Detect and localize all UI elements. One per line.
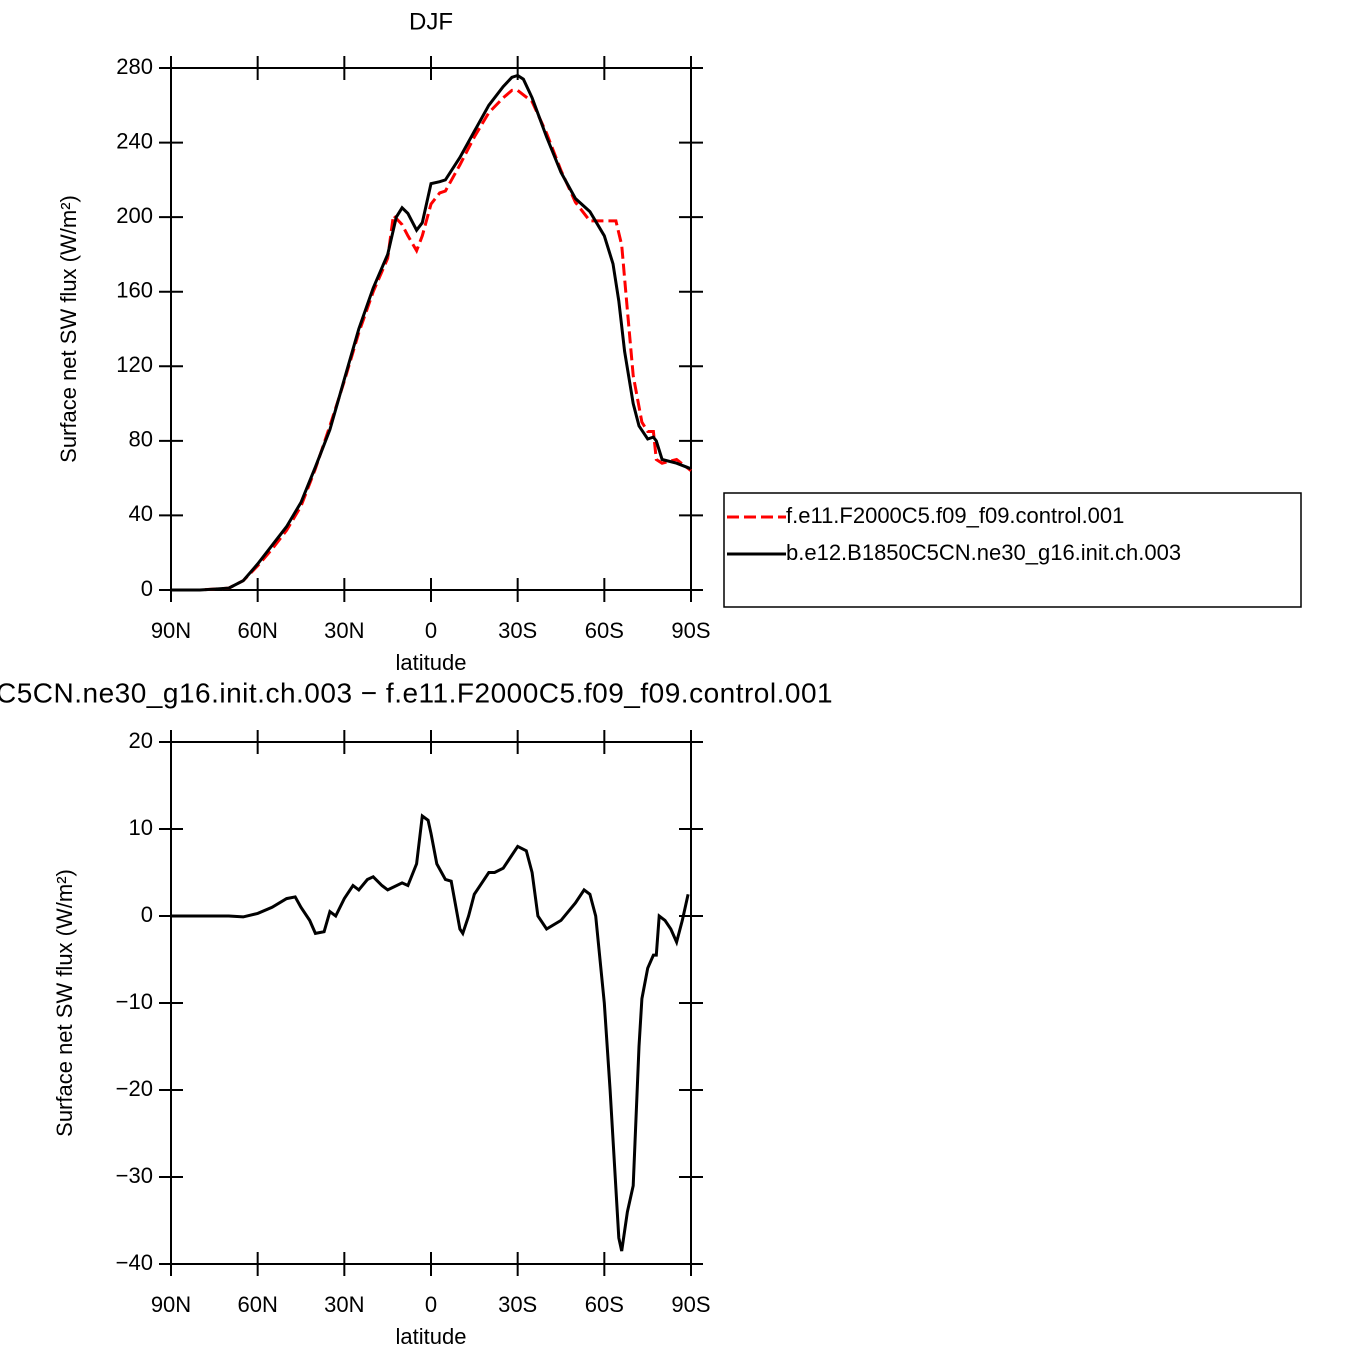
x-tick-label: 60N: [237, 618, 277, 643]
x-axis-label: latitude: [396, 650, 467, 675]
x-tick-label: 60S: [585, 618, 624, 643]
y-tick-label: 280: [116, 54, 153, 79]
y-tick-label: 200: [116, 203, 153, 228]
y-tick-label: 240: [116, 128, 153, 153]
y-tick-label: 160: [116, 278, 153, 303]
y-tick-label: 0: [141, 576, 153, 601]
y-tick-label: −40: [116, 1250, 153, 1275]
x-tick-label: 30S: [498, 618, 537, 643]
data-line: [171, 88, 692, 592]
plot-frame: [170, 67, 692, 591]
y-tick-label: 80: [129, 427, 153, 452]
y-tick-label: −20: [116, 1076, 153, 1101]
x-tick-label: 30N: [324, 618, 364, 643]
x-tick-label: 30N: [324, 1292, 364, 1317]
data-line: [171, 73, 692, 592]
legend-box: [723, 492, 1302, 608]
y-tick-label: 120: [116, 352, 153, 377]
y-axis-label: Surface net SW flux (W/m²): [56, 195, 81, 463]
x-tick-label: 90S: [671, 618, 710, 643]
y-axis-label: Surface net SW flux (W/m²): [52, 869, 77, 1137]
chart-title: C5CN.ne30_g16.init.ch.003 − f.e11.F2000C…: [0, 677, 833, 708]
data-line: [171, 813, 690, 1252]
x-tick-label: 60N: [237, 1292, 277, 1317]
y-tick-label: 0: [141, 902, 153, 927]
x-tick-label: 30S: [498, 1292, 537, 1317]
x-tick-label: 90S: [671, 1292, 710, 1317]
y-tick-label: 10: [129, 815, 153, 840]
x-tick-label: 90N: [151, 1292, 191, 1317]
y-tick-label: −10: [116, 989, 153, 1014]
legend-label: f.e11.F2000C5.f09_f09.control.001: [786, 503, 1124, 528]
y-tick-label: −30: [116, 1163, 153, 1188]
y-tick-label: 40: [129, 501, 153, 526]
plot-frame: [170, 741, 692, 1265]
x-tick-label: 60S: [585, 1292, 624, 1317]
x-tick-label: 0: [425, 1292, 437, 1317]
legend-label: b.e12.B1850C5CN.ne30_g16.init.ch.003: [786, 540, 1181, 565]
x-axis-label: latitude: [396, 1324, 467, 1349]
y-tick-label: 20: [129, 728, 153, 753]
x-tick-label: 0: [425, 618, 437, 643]
chart-title: DJF: [409, 8, 453, 35]
x-tick-label: 90N: [151, 618, 191, 643]
